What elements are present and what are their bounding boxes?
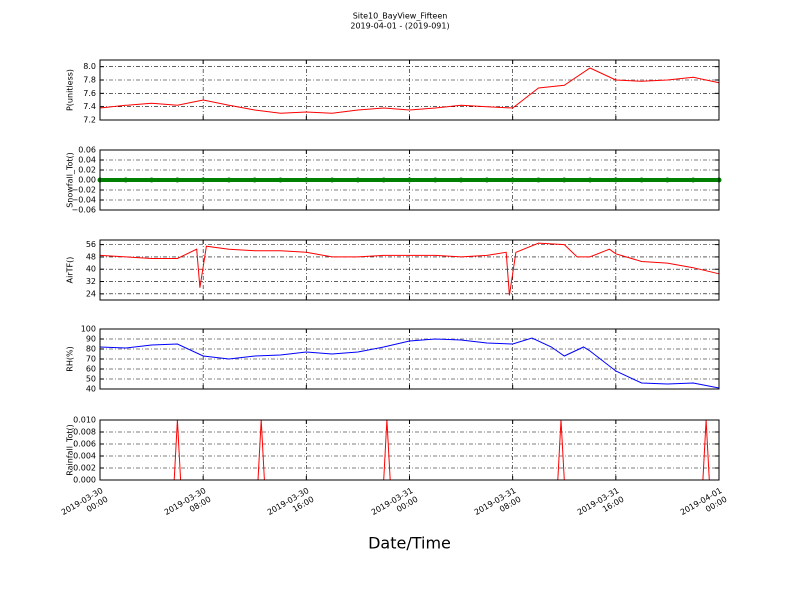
y-axis-label: Snowfall_Tot() (66, 152, 75, 208)
data-point (510, 177, 516, 183)
data-point (200, 177, 206, 183)
axes-frame (99, 149, 720, 211)
y-tick-label: 56 (86, 240, 96, 249)
data-point (432, 177, 438, 183)
data-line (99, 242, 720, 296)
y-tick-label: −0.06 (71, 206, 96, 215)
data-point (587, 177, 593, 183)
y-tick-label: 60 (86, 365, 96, 374)
y-tick-label: 100 (81, 325, 96, 334)
axes-frame (99, 239, 720, 301)
data-point (381, 177, 387, 183)
data-point (561, 177, 567, 183)
data-point (355, 177, 361, 183)
data-line (99, 337, 720, 389)
y-tick-label: 90 (86, 335, 96, 344)
data-point (329, 177, 335, 183)
data-point (278, 177, 284, 183)
y-axis-label: P(unitless) (66, 69, 75, 111)
y-tick-label: 24 (86, 289, 96, 298)
y-tick-label: 0.006 (73, 440, 96, 449)
data-point (458, 177, 464, 183)
y-tick-label: 7.2 (83, 116, 96, 125)
y-axis-label: Rainfall_Tot() (66, 424, 75, 476)
y-tick-label: 0.02 (78, 166, 96, 175)
y-tick-label: 50 (86, 375, 96, 384)
axes-frame (99, 59, 720, 121)
data-point (407, 177, 412, 183)
y-axis-label: RH(%) (66, 346, 75, 371)
y-tick-label: 0.00 (78, 176, 96, 185)
y-tick-label: 0.000 (73, 476, 96, 485)
data-point (226, 177, 232, 183)
data-point (174, 177, 180, 183)
y-tick-label: −0.02 (71, 186, 96, 195)
y-tick-label: 70 (86, 355, 96, 364)
data-line (99, 67, 720, 114)
data-point (123, 177, 129, 183)
y-axis-label: AirTF() (66, 257, 75, 284)
y-tick-label: 7.4 (83, 102, 96, 111)
y-tick-label: 0.008 (73, 428, 96, 437)
y-tick-label: 0.004 (73, 452, 96, 461)
data-point (252, 177, 258, 183)
data-point (149, 177, 155, 183)
y-tick-label: 48 (86, 252, 96, 261)
y-tick-label: 0.010 (73, 416, 96, 425)
data-point (664, 177, 670, 183)
data-point (639, 177, 645, 183)
data-point (484, 177, 490, 183)
y-tick-label: 32 (86, 277, 96, 286)
y-tick-label: −0.04 (71, 196, 96, 205)
y-tick-label: 7.6 (83, 89, 96, 98)
y-tick-label: 0.04 (78, 156, 96, 165)
axes-frame (99, 328, 720, 390)
y-tick-label: 40 (86, 385, 96, 394)
axes-frame (99, 419, 720, 481)
data-point (613, 177, 619, 183)
data-point (303, 177, 309, 183)
y-tick-label: 8.0 (83, 62, 96, 71)
chart-title: Site10_BayView_Fifteen (353, 12, 448, 21)
x-axis-label: Date/Time (368, 534, 451, 553)
data-point (535, 177, 541, 183)
chart-subtitle: 2019-04-01 - (2019-091) (350, 22, 449, 31)
y-tick-label: 40 (86, 265, 96, 274)
data-point (690, 177, 696, 183)
y-tick-label: 0.06 (78, 146, 96, 155)
y-tick-label: 80 (86, 345, 96, 354)
y-tick-label: 7.8 (83, 76, 96, 85)
y-tick-label: 0.002 (73, 464, 96, 473)
